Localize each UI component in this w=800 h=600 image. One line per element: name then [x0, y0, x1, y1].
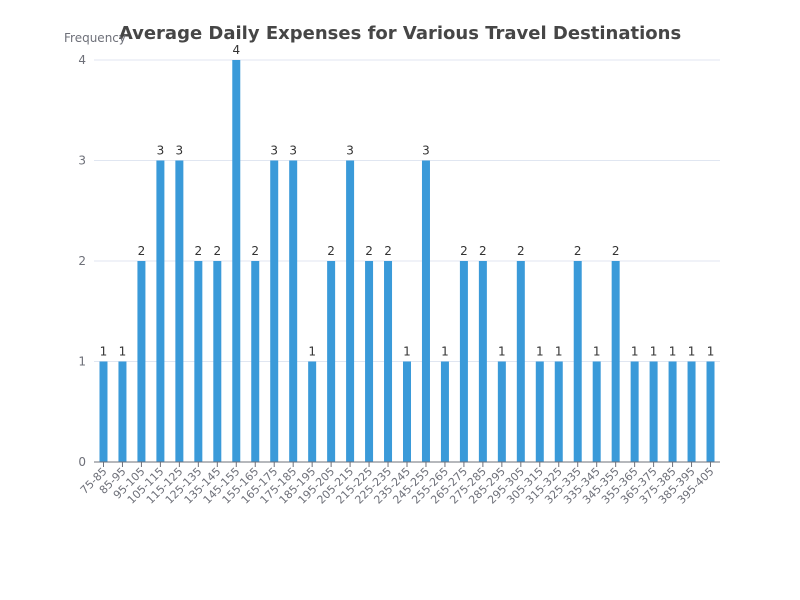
y-axis-ticks: 0 1 2 3 4 — [78, 53, 86, 469]
data-label: 1 — [441, 345, 449, 359]
data-label: 3 — [157, 144, 165, 158]
data-label: 4 — [232, 43, 240, 57]
bar — [421, 160, 430, 462]
y-tick-label: 3 — [78, 154, 86, 168]
data-label: 3 — [289, 144, 297, 158]
bar — [535, 361, 544, 462]
bar — [156, 160, 165, 462]
bar — [497, 361, 506, 462]
grid-lines — [94, 59, 720, 362]
data-label: 1 — [119, 345, 127, 359]
y-tick-label: 4 — [78, 53, 86, 67]
bar — [554, 361, 563, 462]
y-tick-label: 0 — [78, 455, 86, 469]
bar — [137, 261, 146, 462]
bar — [611, 261, 620, 462]
data-label: 2 — [517, 244, 525, 258]
data-label: 1 — [555, 345, 563, 359]
data-label: 1 — [498, 345, 506, 359]
bar — [175, 160, 184, 462]
data-label: 2 — [138, 244, 146, 258]
data-label: 1 — [650, 345, 658, 359]
bar — [365, 261, 374, 462]
bar — [706, 361, 715, 462]
data-label: 2 — [327, 244, 335, 258]
data-label: 2 — [251, 244, 259, 258]
bar — [478, 261, 487, 462]
data-label: 1 — [536, 345, 544, 359]
bar — [403, 361, 411, 462]
data-label: 1 — [707, 345, 715, 359]
bar — [687, 361, 696, 462]
bar — [649, 361, 658, 462]
bars — [99, 60, 715, 462]
data-label: 2 — [195, 244, 203, 258]
data-label: 2 — [574, 244, 582, 258]
data-label: 2 — [365, 244, 373, 258]
data-label: 2 — [213, 244, 221, 258]
data-label: 1 — [308, 345, 316, 359]
bar — [251, 261, 260, 462]
bar — [630, 361, 639, 462]
bar — [440, 361, 449, 462]
data-label: 1 — [631, 345, 639, 359]
chart-title: Average Daily Expenses for Various Trave… — [119, 23, 681, 44]
bar — [270, 160, 279, 462]
x-axis-ticks: 75-8585-9595-105105-115115-125125-135135… — [78, 462, 717, 507]
bar — [592, 361, 601, 462]
data-label: 1 — [100, 345, 108, 359]
bar — [118, 361, 127, 462]
bar — [99, 361, 108, 462]
bar — [213, 261, 222, 462]
bar — [232, 60, 241, 462]
bar — [308, 361, 317, 462]
bar — [327, 261, 336, 462]
data-label: 2 — [479, 244, 487, 258]
data-label: 3 — [270, 144, 278, 158]
y-tick-label: 2 — [78, 254, 86, 268]
bar — [289, 160, 298, 462]
data-label: 2 — [460, 244, 468, 258]
bar — [668, 361, 677, 462]
data-label: 2 — [384, 244, 392, 258]
data-label: 1 — [403, 345, 411, 359]
data-label: 1 — [669, 345, 677, 359]
y-tick-label: 1 — [78, 355, 86, 369]
data-label: 1 — [593, 345, 601, 359]
data-label: 1 — [688, 345, 696, 359]
data-label: 3 — [346, 144, 354, 158]
y-axis-label: Frequency — [64, 31, 126, 45]
bar — [194, 261, 203, 462]
bar — [573, 261, 582, 462]
data-label: 3 — [422, 144, 430, 158]
data-label: 3 — [176, 144, 184, 158]
bar — [459, 261, 468, 462]
bar — [384, 261, 393, 462]
data-label: 2 — [612, 244, 620, 258]
bar — [516, 261, 525, 462]
bar — [346, 160, 355, 462]
